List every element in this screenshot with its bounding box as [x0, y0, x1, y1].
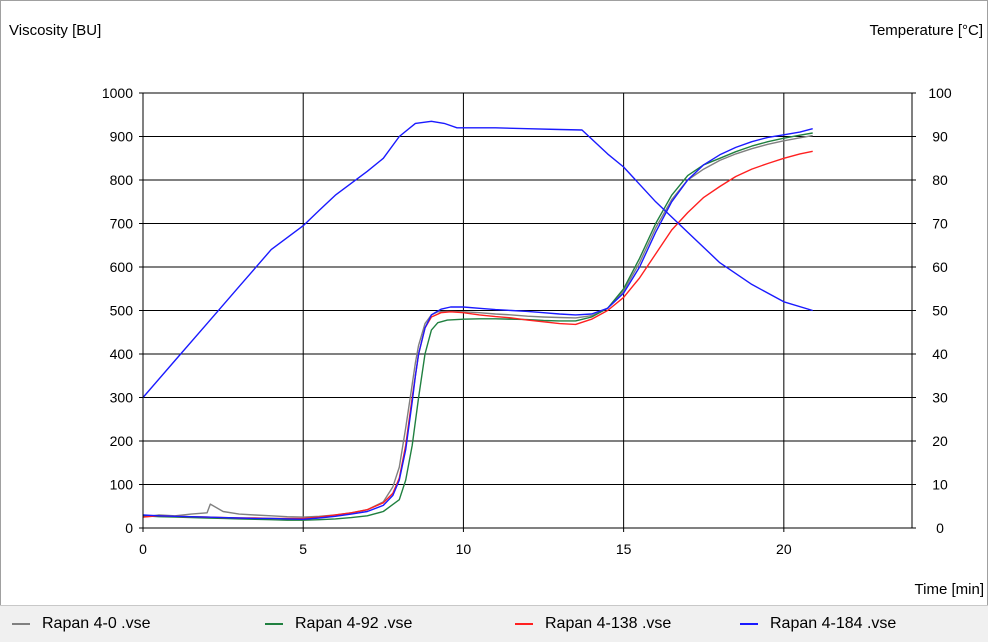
series-line-rapan-4-92-vse: [142, 132, 813, 521]
y-axis-title-right: Temperature [°C]: [869, 22, 983, 39]
y-tick-label: 200: [110, 433, 134, 449]
y2-tick-label: 70: [932, 216, 948, 232]
y2-tick-label: 60: [932, 259, 948, 275]
y-tick-label: 0: [125, 520, 133, 536]
x-axis-title: Time [min]: [914, 581, 984, 598]
series-line-rapan-4-0-vse: [142, 134, 813, 518]
y2-tick-label: 40: [932, 346, 948, 362]
legend-item-rapan-4-138[interactable]: Rapan 4-138 .vse: [515, 615, 671, 633]
y-tick-label: 400: [110, 346, 134, 362]
y-axis-title-left: Viscosity [BU]: [9, 22, 102, 39]
legend-item-rapan-4-92[interactable]: Rapan 4-92 .vse: [265, 615, 412, 633]
y2-tick-label: 10: [932, 477, 948, 493]
y-tick-label: 100: [110, 477, 134, 493]
legend-label: Rapan 4-92 .vse: [295, 615, 413, 632]
y2-tick-label: 20: [932, 433, 948, 449]
x-tick-label: 0: [139, 541, 147, 557]
legend-swatch: [265, 623, 283, 625]
series-line-rapan-4-138-vse: [142, 150, 813, 520]
y-tick-label: 900: [110, 129, 134, 145]
legend-swatch: [740, 623, 758, 625]
grid: [139, 92, 916, 532]
y2-tick-label: 30: [932, 390, 948, 406]
x-tick-label: 15: [616, 541, 632, 557]
legend-swatch: [515, 623, 533, 625]
x-tick-label: 20: [776, 541, 792, 557]
x-tick-label: 5: [299, 541, 307, 557]
series-line-rapan-4-184-vse: [142, 128, 813, 520]
y2-tick-label: 50: [932, 303, 948, 319]
y-tick-label: 1000: [102, 85, 133, 101]
y-tick-label: 300: [110, 390, 134, 406]
legend: [0, 605, 988, 642]
plot-frame: [142, 92, 913, 529]
tick-labels: 0100200300400500600700800900100001020304…: [102, 85, 952, 557]
legend-item-rapan-4-0[interactable]: Rapan 4-0 .vse: [12, 615, 151, 633]
y-tick-label: 500: [110, 303, 134, 319]
y2-tick-label: 90: [932, 129, 948, 145]
legend-label: Rapan 4-184 .vse: [770, 615, 897, 632]
y-tick-label: 600: [110, 259, 134, 275]
y2-tick-label: 100: [928, 85, 952, 101]
y2-tick-label: 0: [936, 520, 944, 536]
series-lines: [142, 120, 813, 521]
legend-label: Rapan 4-138 .vse: [545, 615, 672, 632]
legend-swatch: [12, 623, 30, 625]
y2-tick-label: 80: [932, 172, 948, 188]
plot-area: 0100200300400500600700800900100001020304…: [102, 85, 952, 557]
legend-item-rapan-4-184[interactable]: Rapan 4-184 .vse: [740, 615, 896, 633]
series-line-temperature: [142, 120, 813, 398]
legend-label: Rapan 4-0 .vse: [42, 615, 151, 632]
y-tick-label: 700: [110, 216, 134, 232]
y-tick-label: 800: [110, 172, 134, 188]
x-tick-label: 10: [456, 541, 472, 557]
